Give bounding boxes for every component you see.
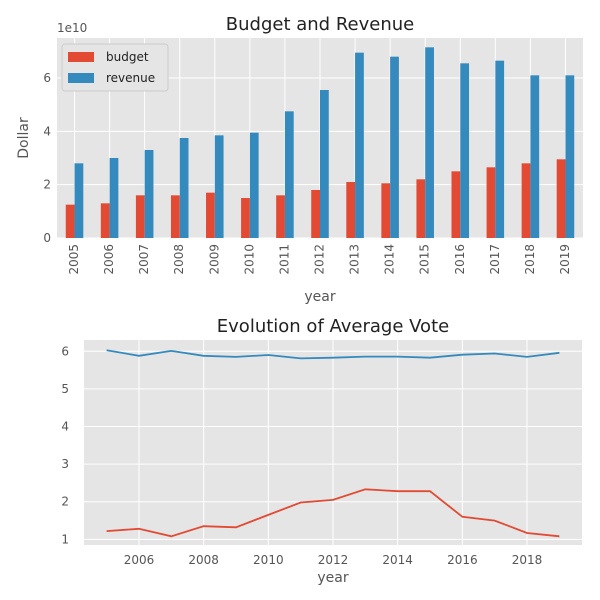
bar-budget [346,182,356,238]
y-tick-label: 2 [43,178,51,192]
chart-title: Evolution of Average Vote [217,316,449,337]
bars [65,47,575,239]
y-tick-labels: 1 2 3 4 5 6 [61,344,69,546]
x-tick-label: 2011 [277,244,291,275]
bar-revenue [320,90,329,238]
x-tick-label: 2006 [102,244,116,275]
x-tick-label: 2016 [453,244,467,275]
bar-revenue [425,47,434,239]
y-tick-label: 6 [43,71,51,85]
x-tick-label: 2008 [188,553,219,567]
bar-budget [100,203,110,238]
x-axis-label: year [304,289,335,305]
bar-budget [486,167,496,238]
grid [84,340,582,545]
x-tick-label: 2017 [488,244,502,275]
x-tick-label: 2014 [382,553,413,567]
bar-budget [276,195,285,238]
legend-swatch [68,52,94,62]
bar-budget [381,183,391,238]
bar-revenue [249,132,259,238]
series-line-2 [106,488,560,538]
x-tick-label: 2010 [253,553,284,567]
y-axis-offset-label: 1e10 [57,21,87,35]
x-tick-label: 2012 [318,553,349,567]
bar-budget [521,163,531,238]
bar-revenue [460,63,470,239]
y-tick-label: 4 [61,420,69,434]
y-tick-label: 6 [61,344,69,358]
legend-label: revenue [106,71,155,85]
bar-budget [65,204,75,238]
bar-budget [206,192,215,238]
y-tick-labels: 0 2 4 6 [43,71,51,245]
x-tick-label: 2010 [242,244,256,275]
bar-budget [451,171,461,238]
x-tick-labels: 2005 2006 2007 2008 2009 2010 2011 2012 2013 2014… [67,244,572,275]
x-tick-label: 2012 [313,244,327,275]
x-tick-label: 2008 [172,244,186,275]
y-tick-label: 1 [61,532,69,546]
bar-revenue [495,60,505,238]
bar-revenue [284,111,294,238]
bar-budget [556,159,566,238]
bar-revenue [390,56,399,238]
x-tick-label: 2018 [512,553,543,567]
bar-revenue [355,52,364,238]
x-tick-label: 2009 [207,244,221,275]
budget-revenue-chart: 2005 2006 2007 2008 2009 2010 2011 2012 2013 2014… [16,14,583,305]
series-lines [106,349,560,538]
y-axis-label: Dollar [16,117,32,159]
bar-budget [135,195,145,238]
x-tick-label: 2016 [447,553,478,567]
bar-budget [241,198,250,238]
x-tick-label: 2007 [137,244,151,275]
bar-revenue [565,75,575,238]
legend: budget revenue [61,43,169,92]
average-vote-chart: 2006 2008 2010 2012 2014 2016 2018 1 2 3 4 5 6 Evol… [61,316,582,586]
bar-revenue [179,138,189,238]
bar-revenue [530,75,540,238]
series-line-1 [106,349,560,360]
y-tick-label: 2 [61,495,69,509]
chart-title: Budget and Revenue [226,14,414,35]
bar-revenue [109,158,119,238]
bar-revenue [214,135,224,238]
x-tick-label: 2005 [67,244,81,275]
y-tick-label: 0 [43,231,51,245]
x-tick-label: 2015 [418,244,432,275]
legend-label: budget [106,50,149,64]
bar-budget [311,190,320,238]
y-tick-label: 4 [43,124,51,138]
x-tick-label: 2018 [523,244,537,275]
x-tick-label: 2006 [124,553,155,567]
x-tick-label: 2013 [348,244,362,275]
bar-budget [416,179,426,238]
bar-budget [170,195,180,238]
legend-swatch [68,73,94,83]
y-tick-label: 5 [61,382,69,396]
bar-revenue [144,150,154,238]
x-tick-label: 2019 [558,244,572,275]
bar-revenue [74,163,84,238]
x-tick-label: 2014 [383,244,397,275]
y-tick-label: 3 [61,457,69,471]
x-axis-label: year [317,570,348,586]
x-tick-labels: 2006 2008 2010 2012 2014 2016 2018 [124,553,543,567]
